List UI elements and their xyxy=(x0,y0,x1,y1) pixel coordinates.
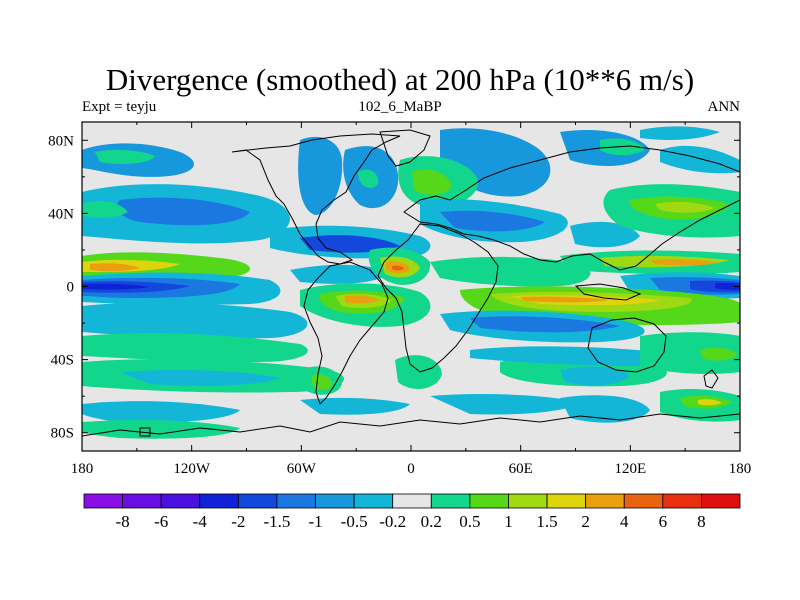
colorbar-label: -1.5 xyxy=(263,512,290,531)
colorbar-label: 8 xyxy=(697,512,706,531)
colorbar-label: -0.2 xyxy=(379,512,406,531)
colorbar-label: -8 xyxy=(116,512,130,531)
x-tick-label: 60E xyxy=(509,461,533,477)
colorbar-label: -0.5 xyxy=(341,512,368,531)
colorbar-swatch xyxy=(470,494,509,508)
y-tick-label: 40S xyxy=(51,353,74,369)
colorbar-label: 4 xyxy=(620,512,629,531)
y-tick-label: 0 xyxy=(67,280,75,296)
colorbar-swatch xyxy=(161,494,200,508)
colorbar-label: -6 xyxy=(154,512,168,531)
x-tick-label: 120E xyxy=(614,461,646,477)
colorbar-label: -1 xyxy=(308,512,322,531)
colorbar-swatch xyxy=(354,494,393,508)
colorbar-swatch xyxy=(238,494,277,508)
colorbar-swatch xyxy=(624,494,663,508)
colorbar-label: 0.2 xyxy=(421,512,442,531)
colorbar-swatch xyxy=(393,494,432,508)
colorbar-swatch xyxy=(508,494,547,508)
x-tick-label: 180 xyxy=(729,461,752,477)
colorbar-label: -4 xyxy=(193,512,208,531)
chart-canvas: 180 120W 60W 0 60E 120E 18080N40N040S80S -8 -6-… xyxy=(0,0,800,600)
colorbar-label: 6 xyxy=(659,512,668,531)
y-tick-label: 80N xyxy=(48,133,74,149)
x-tick-label: 60W xyxy=(287,461,317,477)
colorbar-label: 1 xyxy=(504,512,513,531)
colorbar-label: -2 xyxy=(231,512,245,531)
colorbar-swatch xyxy=(200,494,239,508)
colorbar-label: 2 xyxy=(581,512,590,531)
x-tick-label: 0 xyxy=(407,461,415,477)
colorbar-swatch xyxy=(663,494,702,508)
colorbar-swatch xyxy=(277,494,316,508)
colorbar: -8 -6 -4 -2 -1.5 -1 -0.5 -0.2 0.2 0.5 1 1.5 2 4 6 8 xyxy=(84,494,740,531)
colorbar-swatch xyxy=(586,494,625,508)
y-tick-label: 40N xyxy=(48,206,74,222)
colorbar-label: 0.5 xyxy=(459,512,480,531)
colorbar-swatch xyxy=(431,494,470,508)
colorbar-swatch xyxy=(547,494,586,508)
colorbar-swatch xyxy=(123,494,162,508)
colorbar-swatch xyxy=(701,494,740,508)
colorbar-swatch xyxy=(84,494,123,508)
colorbar-swatch xyxy=(316,494,355,508)
y-tick-label: 80S xyxy=(51,426,74,442)
x-tick-label: 180 xyxy=(71,461,94,477)
colorbar-label: 1.5 xyxy=(536,512,557,531)
x-tick-label: 120W xyxy=(173,461,211,477)
